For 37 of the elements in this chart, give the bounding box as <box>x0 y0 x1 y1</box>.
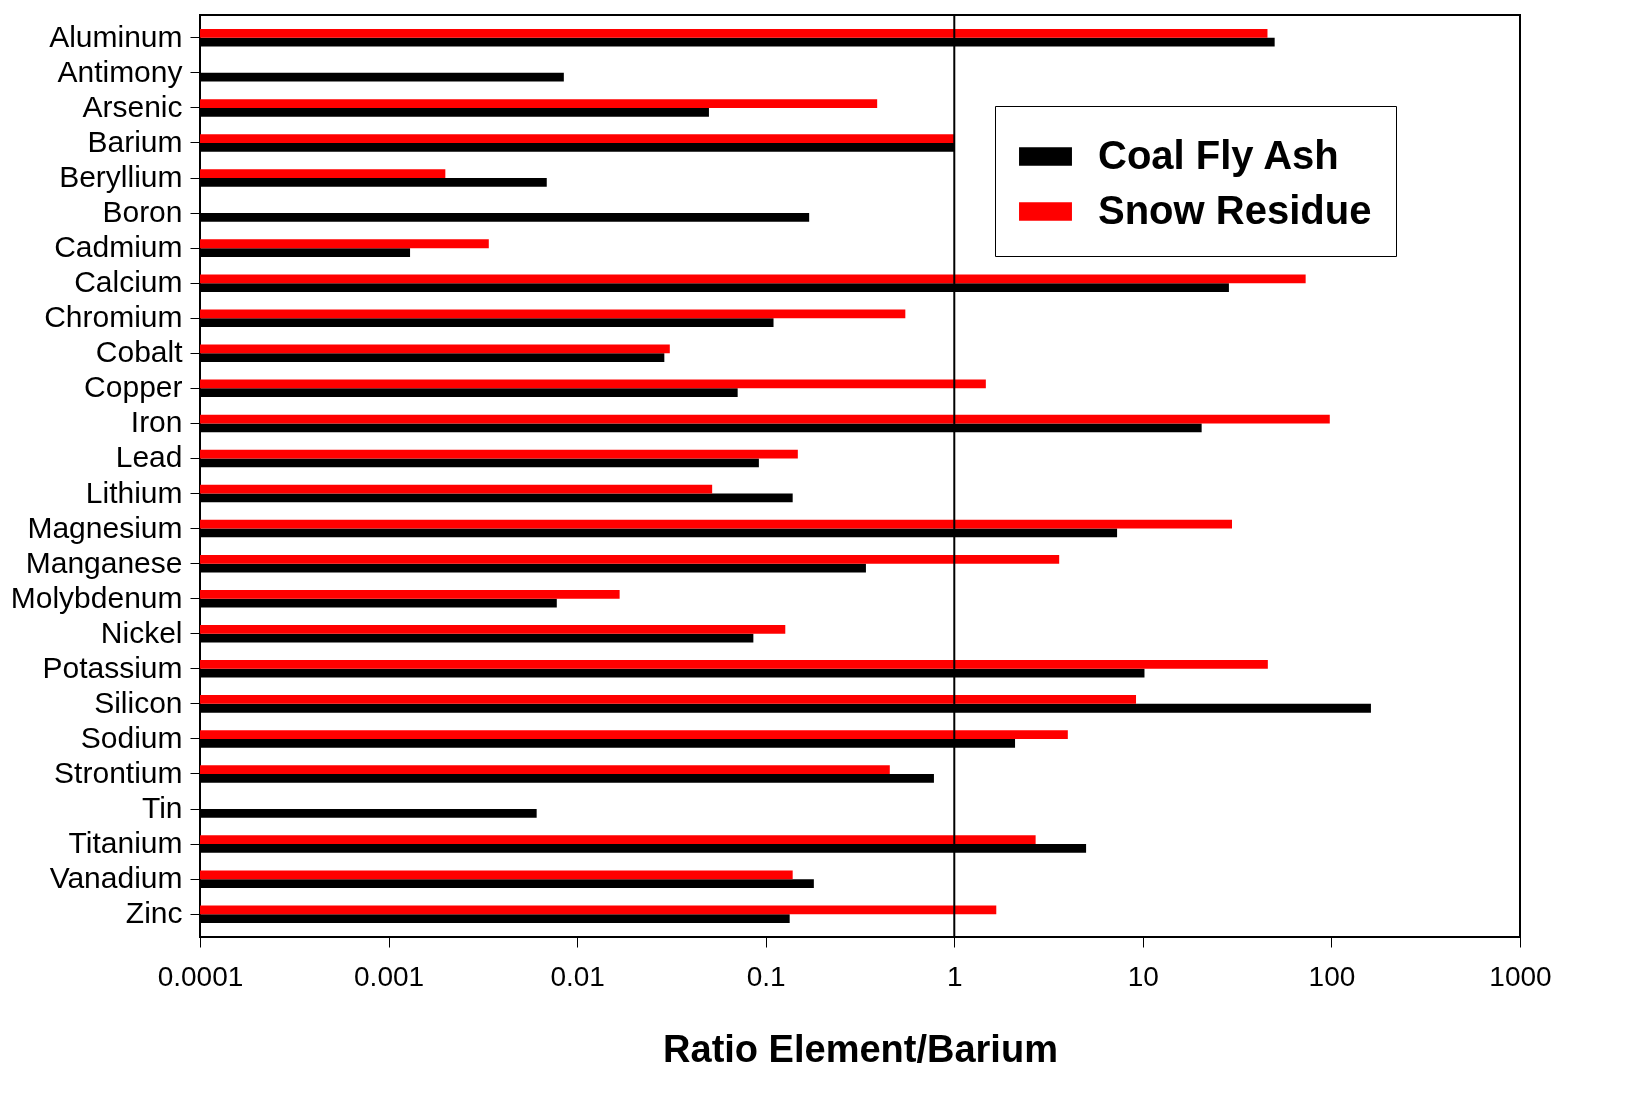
y-tick-label: Beryllium <box>59 160 183 194</box>
y-tick-label: Vanadium <box>49 861 183 895</box>
y-tick-label: Aluminum <box>49 19 183 53</box>
y-tick-label: Manganese <box>25 545 183 579</box>
x-tick-label: 0.01 <box>550 960 605 992</box>
y-tick-label: Potassium <box>42 650 183 684</box>
y-tick-label: Cobalt <box>95 335 184 369</box>
y-tick-label: Magnesium <box>27 510 183 544</box>
x-tick-label: 0.001 <box>354 960 425 992</box>
y-tick-label: Calcium <box>74 265 183 299</box>
y-tick-label: Nickel <box>100 615 183 649</box>
y-tick-label: Boron <box>102 195 183 229</box>
y-tick-label: Titanium <box>68 826 183 860</box>
y-tick-label: Tin <box>141 791 183 825</box>
y-tick-label: Strontium <box>54 755 183 789</box>
y-tick-label: Copper <box>84 370 183 404</box>
y-tick-label: Arsenic <box>82 89 183 123</box>
y-tick-label: Molybdenum <box>10 580 183 614</box>
y-tick-label: Sodium <box>80 720 183 754</box>
legend-label: Coal Fly Ash <box>1098 132 1339 177</box>
x-tick-label: 100 <box>1308 960 1356 992</box>
y-tick-label: Silicon <box>94 685 183 719</box>
y-tick-label: Antimony <box>57 54 183 88</box>
x-axis-title: Ratio Element/Barium <box>663 1027 1058 1070</box>
y-tick-label: Iron <box>130 405 183 439</box>
x-tick-label: 10 <box>1127 960 1159 992</box>
y-tick-label: Zinc <box>125 896 183 930</box>
y-tick-label: Lithium <box>85 475 183 509</box>
y-tick-label: Lead <box>115 440 183 474</box>
y-tick-label: Cadmium <box>54 230 183 264</box>
x-tick-label: 0.1 <box>746 960 786 992</box>
y-tick-label: Chromium <box>44 300 183 334</box>
x-tick-label: 1 <box>947 960 963 992</box>
legend-label: Snow Residue <box>1098 187 1372 232</box>
x-tick-label: 1000 <box>1489 960 1552 992</box>
y-tick-label: Barium <box>87 124 183 158</box>
x-tick-label: 0.0001 <box>157 960 244 992</box>
